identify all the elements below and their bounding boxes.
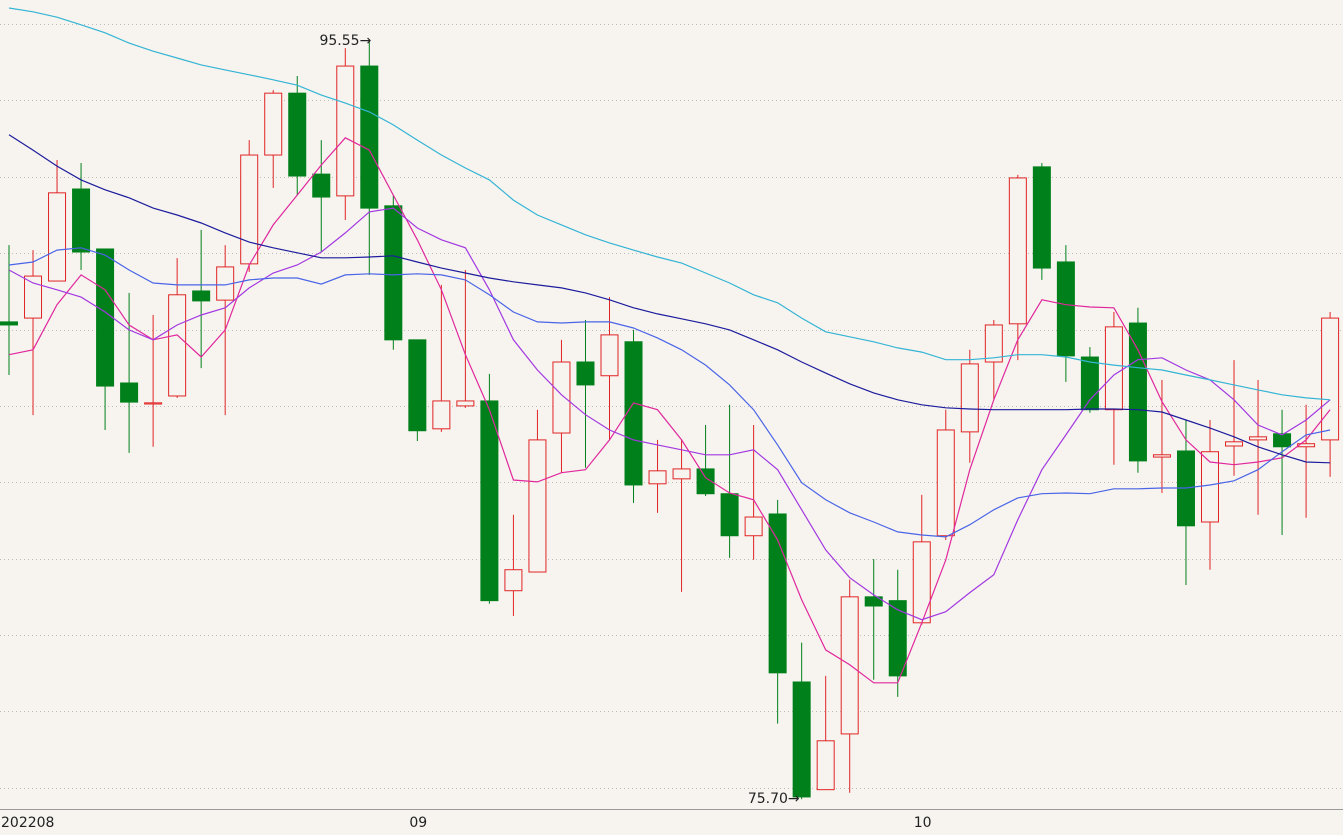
candle-body <box>552 361 571 434</box>
candle-body <box>1249 436 1268 441</box>
candle-body <box>288 92 307 177</box>
candle-body <box>1273 433 1292 448</box>
candle-body <box>864 596 883 607</box>
candle-body <box>432 400 451 430</box>
candle-body <box>72 188 91 253</box>
candle-body <box>1128 322 1147 462</box>
moving-average-line <box>8 207 1331 621</box>
candle-body <box>576 361 595 386</box>
candle-body <box>480 400 499 602</box>
candle-body <box>1152 454 1171 458</box>
candle-body <box>168 294 187 397</box>
candle-body <box>24 275 43 319</box>
candle-body <box>984 324 1003 363</box>
candle-body <box>0 321 18 326</box>
candle-body <box>1104 326 1123 411</box>
candle-body <box>360 65 379 209</box>
candle-body <box>1008 177 1027 325</box>
candle-body <box>768 513 787 674</box>
moving-average-line <box>8 134 1331 464</box>
candle-body <box>96 248 115 387</box>
candle-body <box>792 681 811 798</box>
candle-body <box>264 92 283 156</box>
candle-body <box>624 341 643 486</box>
x-tick-label: 202208 <box>1 815 54 831</box>
candle-body <box>144 402 163 405</box>
candle-body <box>1201 451 1219 523</box>
candle-body <box>48 192 67 282</box>
max-annotation: 95.55→ <box>319 33 371 49</box>
candle-body <box>1056 261 1075 357</box>
candle-body <box>648 470 667 485</box>
candle-body <box>720 493 739 537</box>
candle-body <box>504 569 523 592</box>
candle-body <box>240 154 259 265</box>
candle-body <box>816 740 835 791</box>
candle-body <box>312 173 331 198</box>
candle-body <box>672 468 691 480</box>
candle-body <box>1080 356 1099 411</box>
candle-body <box>120 382 139 403</box>
x-tick-label: 09 <box>409 815 427 831</box>
candle-body <box>336 65 355 197</box>
candle-body <box>1225 441 1244 447</box>
candle-body <box>1297 443 1316 448</box>
moving-average-line <box>8 7 1331 401</box>
candle-body <box>408 339 427 432</box>
candle-body <box>744 516 763 537</box>
candle-body <box>600 334 619 377</box>
candle-body <box>384 205 403 341</box>
candle-body <box>960 363 979 433</box>
min-annotation: 75.70→ <box>748 791 800 807</box>
moving-average-line <box>8 137 1331 684</box>
candle-body <box>888 600 907 677</box>
x-tick-label: 10 <box>914 815 932 831</box>
candle-body <box>456 400 475 407</box>
candle-body <box>936 429 955 537</box>
candle-body <box>912 541 931 624</box>
moving-average-line <box>8 247 1331 538</box>
candle-body <box>1321 317 1340 441</box>
candle-body <box>192 290 211 302</box>
candle-body <box>1032 166 1051 269</box>
candle-body <box>696 468 715 495</box>
candle-body <box>528 439 547 573</box>
